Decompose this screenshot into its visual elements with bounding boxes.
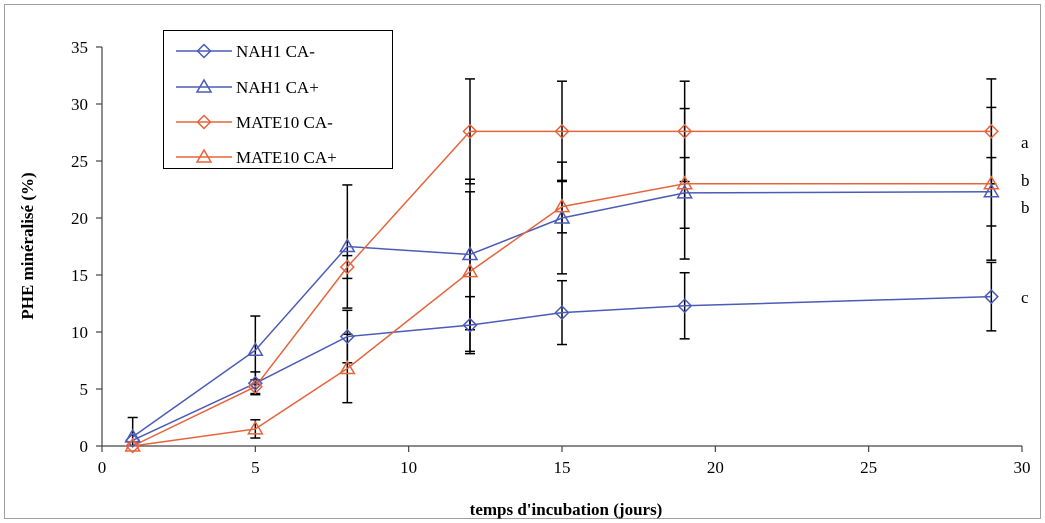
mate10-ca-minus-point <box>247 379 263 395</box>
nah1-ca-plus-point <box>676 184 693 199</box>
legend-triangle-marker <box>195 148 213 163</box>
x-tick-label: 20 <box>707 458 724 477</box>
nah1-ca-minus-point <box>339 328 355 345</box>
legend-label: NAH1 CA- <box>236 42 315 61</box>
legend-item-mate10-ca-plus: MATE10 CA+ <box>176 148 337 167</box>
legend-item-nah1-ca-plus: NAH1 CA+ <box>176 78 319 97</box>
mate10-ca-minus-point <box>462 123 478 139</box>
y-tick-label: 10 <box>71 323 88 342</box>
mate10-ca-plus-point <box>983 175 1000 190</box>
y-tick-label: 20 <box>71 209 88 228</box>
nah1-ca-plus-point <box>247 341 264 356</box>
legend-box <box>163 30 393 169</box>
significance-letter: a <box>1021 133 1029 152</box>
legend-item-mate10-ca-minus: MATE10 CA- <box>176 113 333 132</box>
legend-label: MATE10 CA+ <box>236 148 337 167</box>
x-tick-label: 15 <box>554 458 571 477</box>
y-tick-label: 15 <box>71 266 88 285</box>
x-tick-label: 25 <box>860 458 877 477</box>
nah1-ca-minus-point <box>677 298 693 314</box>
significance-letters: a b b c <box>1021 133 1030 307</box>
significance-letter: b <box>1021 171 1030 190</box>
legend-diamond-marker <box>196 114 212 130</box>
x-tick-label: 30 <box>1014 458 1031 477</box>
nah1-ca-minus-line <box>132 295 992 441</box>
x-tick-label: 10 <box>400 458 417 477</box>
significance-letter: b <box>1021 198 1030 217</box>
chart-border <box>4 4 1041 519</box>
mate10-ca-minus-point <box>125 438 141 454</box>
legend-label: NAH1 CA+ <box>236 78 319 97</box>
nah1-ca-minus-point <box>554 305 570 321</box>
nah1-ca-minus-point <box>983 289 999 305</box>
y-tick-label: 0 <box>80 437 89 456</box>
nah1-ca-minus-error-bar <box>986 261 997 332</box>
nah1-ca-plus-point <box>461 245 479 261</box>
mate10-ca-plus-point <box>247 420 264 435</box>
legend-triangle-marker <box>195 78 213 93</box>
mate10-ca-minus-point <box>983 123 999 139</box>
nah1-ca-plus-point <box>124 428 141 443</box>
mate10-ca-minus-point <box>554 123 570 139</box>
mate10-ca-minus-line <box>132 130 992 447</box>
legend-label: MATE10 CA- <box>236 113 333 132</box>
legend: NAH1 CA- NAH1 CA+ MATE10 CA- MATE10 CA+ <box>163 30 393 169</box>
mate10-ca-plus-point <box>676 175 693 190</box>
mate10-ca-minus-point <box>339 259 355 275</box>
nah1-ca-plus-point <box>983 183 1000 198</box>
mate10-ca-plus-line <box>132 183 992 447</box>
x-axis-title: temps d'incubation (jours) <box>470 500 663 519</box>
data-points <box>124 123 1000 454</box>
nah1-ca-minus-point <box>462 317 478 333</box>
y-tick-label: 35 <box>71 38 88 57</box>
x-tick-label: 0 <box>98 458 107 477</box>
nah1-ca-plus-point <box>339 238 356 253</box>
legend-item-nah1-ca-minus: NAH1 CA- <box>176 42 315 61</box>
mate10-ca-minus-point <box>677 123 693 139</box>
legend-diamond-marker <box>196 43 212 59</box>
mate10-ca-plus-point <box>339 359 356 375</box>
mate10-ca-plus-point <box>553 198 571 213</box>
nah1-ca-plus-point <box>553 209 571 224</box>
y-tick-label: 5 <box>80 380 89 399</box>
mate10-ca-plus-point <box>124 437 141 452</box>
nah1-ca-minus-point <box>247 375 263 391</box>
y-tick-label: 25 <box>71 152 88 171</box>
y-axis-title: PHE minéralisé (%) <box>18 172 37 319</box>
axes: 0 5 10 15 20 25 30 35 0 5 10 15 20 25 30 <box>71 38 1031 477</box>
series-lines <box>132 130 992 447</box>
nah1-ca-plus-line <box>132 191 992 438</box>
y-tick-label: 30 <box>71 95 88 114</box>
x-tick-label: 5 <box>251 458 260 477</box>
mate10-ca-plus-point <box>461 263 479 278</box>
significance-letter: c <box>1021 288 1029 307</box>
